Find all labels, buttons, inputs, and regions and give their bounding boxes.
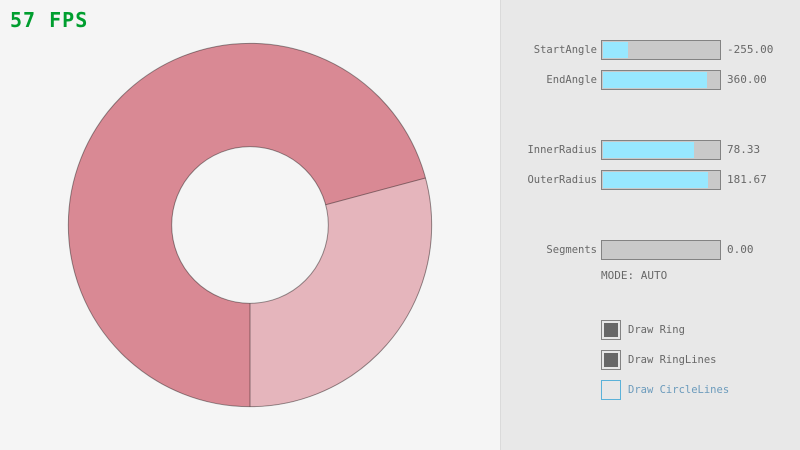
endangle-slider-fill — [603, 72, 708, 88]
innerradius-sliderbar[interactable] — [601, 140, 721, 160]
outerradius-slider-fill — [603, 172, 709, 188]
draw-ring-label: Draw Ring — [628, 324, 685, 336]
innerradius-slider-fill — [603, 142, 694, 158]
draw-ringlines-checkbox[interactable] — [601, 350, 621, 370]
endangle-label: EndAngle — [546, 74, 597, 86]
checkbox-row-draw-ring: Draw Ring — [601, 320, 800, 340]
endangle-sliderbar[interactable] — [601, 70, 721, 90]
slider-row-startangle: StartAngle -255.00 — [501, 40, 800, 60]
outerradius-label: OuterRadius — [527, 174, 597, 186]
fps-counter: 57 FPS — [10, 8, 89, 32]
segments-mode-label: MODE: AUTO — [601, 269, 668, 282]
draw-circlelines-checkbox[interactable] — [601, 380, 621, 400]
startangle-slider-fill — [603, 42, 629, 58]
draw-ringlines-label: Draw RingLines — [628, 354, 717, 366]
slider-row-endangle: EndAngle 360.00 — [501, 70, 800, 90]
checkmark-fill-icon — [604, 323, 618, 337]
outerradius-sliderbar[interactable] — [601, 170, 721, 190]
slider-row-segments: Segments 0.00 — [501, 240, 800, 260]
slider-row-outerradius: OuterRadius 181.67 — [501, 170, 800, 190]
draw-circlelines-label: Draw CircleLines — [628, 384, 730, 396]
startangle-label: StartAngle — [533, 44, 597, 56]
segments-sliderbar[interactable] — [601, 240, 721, 260]
endangle-value: 360.00 — [727, 73, 767, 86]
checkbox-row-draw-ringlines: Draw RingLines — [601, 350, 800, 370]
startangle-value: -255.00 — [727, 43, 774, 56]
checkmark-fill-icon — [604, 353, 618, 367]
checkbox-row-draw-circlelines: Draw CircleLines — [601, 380, 800, 400]
segments-value: 0.00 — [727, 243, 754, 256]
control-panel: StartAngle -255.00 EndAngle 360.00 Inner… — [500, 0, 800, 450]
segments-label: Segments — [546, 244, 597, 256]
draw-ring-checkbox[interactable] — [601, 320, 621, 340]
startangle-sliderbar[interactable] — [601, 40, 721, 60]
innerradius-label: InnerRadius — [527, 144, 597, 156]
slider-row-innerradius: InnerRadius 78.33 — [501, 140, 800, 160]
outerradius-value: 181.67 — [727, 173, 767, 186]
innerradius-value: 78.33 — [727, 143, 761, 156]
